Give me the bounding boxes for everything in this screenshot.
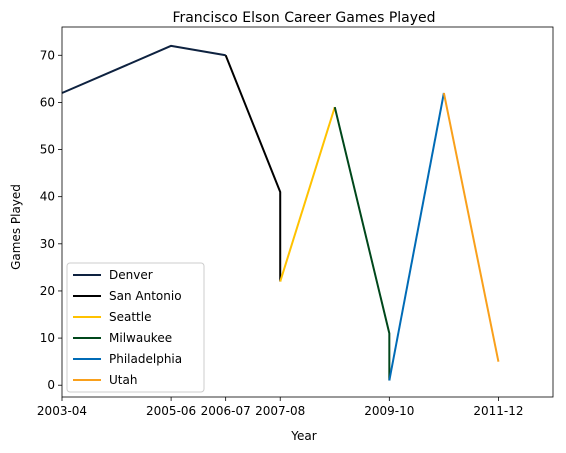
legend-entry: Philadelphia xyxy=(109,352,182,366)
y-tick-label: 70 xyxy=(40,48,55,62)
chart-title: Francisco Elson Career Games Played xyxy=(172,10,435,26)
series-line-5 xyxy=(442,92,500,362)
series-line-3 xyxy=(333,106,391,381)
series-line-2 xyxy=(279,106,336,282)
plot-frame xyxy=(61,26,554,398)
x-tick-label: 2009-10 xyxy=(364,404,414,418)
y-axis-label: Games Played xyxy=(9,184,23,270)
legend: Denver San Antonio Seattle Milwaukee Philade… xyxy=(66,262,205,393)
x-tick-label: 2003-04 xyxy=(37,404,87,418)
legend-entry: Denver xyxy=(109,268,153,282)
y-tick-label: 20 xyxy=(40,284,55,298)
y-tick-label: 30 xyxy=(40,237,55,251)
x-tick-label: 2005-06 xyxy=(146,404,196,418)
legend-entry: Milwaukee xyxy=(109,331,172,345)
legend-entry: Seattle xyxy=(109,310,151,324)
legend-entry: San Antonio xyxy=(109,289,182,303)
series-line-4 xyxy=(388,92,445,381)
series-line-1 xyxy=(224,54,282,282)
y-tick-label: 40 xyxy=(40,190,55,204)
x-tick-label: 2011-12 xyxy=(473,404,523,418)
y-tick-label: 10 xyxy=(40,331,55,345)
legend-box xyxy=(66,262,205,393)
x-axis-label: Year xyxy=(290,429,316,443)
y-axis: 0 10 20 30 40 50 60 70 xyxy=(40,48,62,392)
y-tick-label: 0 xyxy=(47,378,55,392)
y-tick-label: 50 xyxy=(40,143,55,157)
series-line-0 xyxy=(61,44,226,94)
plot-area xyxy=(61,44,500,381)
y-tick-label: 60 xyxy=(40,95,55,109)
legend-entry: Utah xyxy=(109,373,137,387)
x-axis: 2003-04 2005-06 2006-07 2007-08 2009-10 2011-… xyxy=(37,397,524,418)
x-tick-label: 2007-08 xyxy=(255,404,305,418)
x-tick-label: 2006-07 xyxy=(201,404,251,418)
